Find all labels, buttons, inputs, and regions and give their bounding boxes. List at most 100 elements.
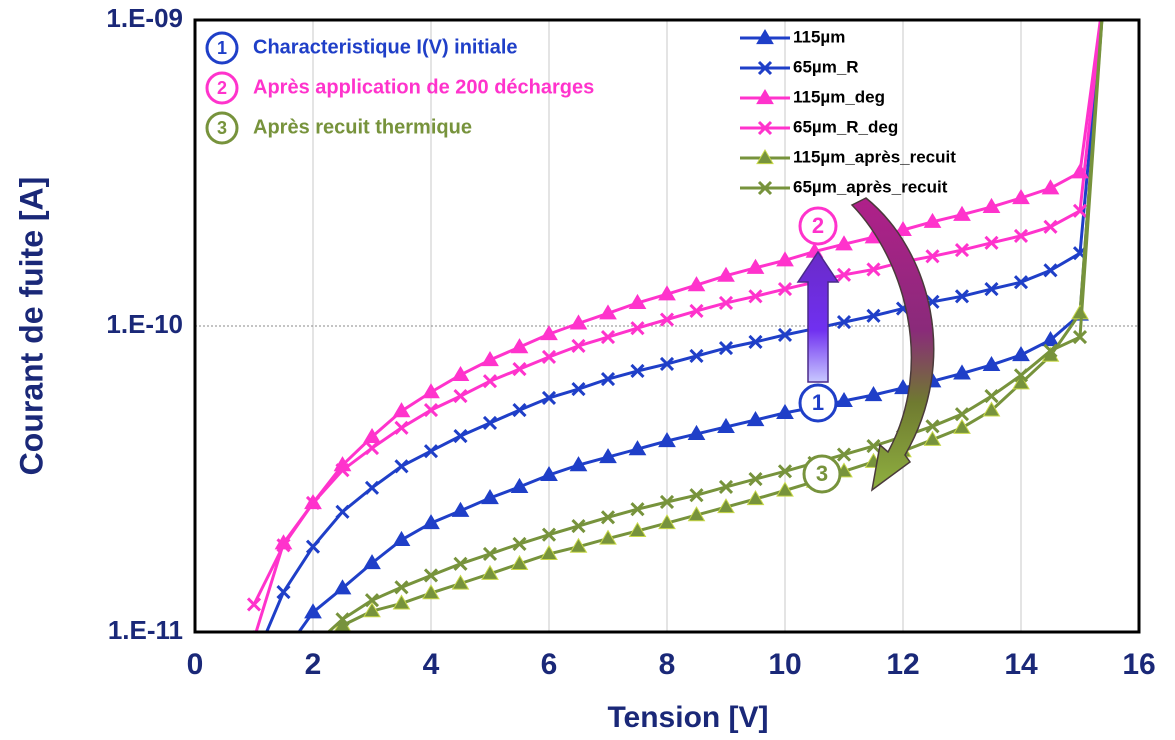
marker xyxy=(364,441,380,456)
legend-label: 65µm_R xyxy=(793,57,859,76)
marker xyxy=(599,448,617,464)
marker xyxy=(600,371,616,387)
marker xyxy=(335,504,350,519)
marker xyxy=(1072,330,1088,345)
annotation-number: 2 xyxy=(217,78,227,98)
marker xyxy=(687,424,706,441)
legend-label: 65µm_après_recuit xyxy=(793,177,948,196)
x-tick-label: 2 xyxy=(305,648,322,681)
marker xyxy=(276,646,292,660)
marker xyxy=(599,304,617,320)
marker xyxy=(248,656,260,668)
marker xyxy=(866,262,881,277)
marker xyxy=(717,266,735,282)
marker xyxy=(540,325,558,341)
marker xyxy=(423,444,439,459)
marker xyxy=(630,502,645,517)
series-line xyxy=(335,20,1104,632)
marker xyxy=(1096,0,1112,1)
annotation-circle xyxy=(798,206,838,246)
annotation-circle xyxy=(205,111,239,145)
marker xyxy=(1041,331,1060,347)
marker xyxy=(482,415,498,431)
marker xyxy=(482,374,498,389)
marker xyxy=(451,574,470,590)
marker xyxy=(894,220,912,237)
marker xyxy=(982,355,1001,372)
marker xyxy=(658,514,676,530)
x-tick-label: 14 xyxy=(1004,648,1038,681)
marker xyxy=(422,584,440,600)
marker xyxy=(1098,0,1110,2)
marker xyxy=(394,459,409,474)
x-tick-label: 16 xyxy=(1122,648,1155,681)
plot-frame xyxy=(193,18,1141,634)
marker xyxy=(717,417,735,434)
marker xyxy=(630,321,645,336)
legend-label: 115µm xyxy=(793,27,845,46)
x-tick-label: 4 xyxy=(423,648,440,681)
marker xyxy=(1012,374,1030,390)
marker xyxy=(923,212,942,228)
marker xyxy=(953,364,971,380)
marker xyxy=(776,251,794,267)
marker xyxy=(923,430,942,446)
marker xyxy=(756,89,774,105)
annotation-text: Après application de 200 décharges xyxy=(253,76,594,98)
marker xyxy=(571,382,586,397)
annotation-number: 2 xyxy=(812,213,824,238)
marker xyxy=(1096,0,1112,1)
x-tick-label: 8 xyxy=(659,648,676,681)
marker xyxy=(453,556,468,571)
marker xyxy=(510,338,529,354)
marker xyxy=(481,564,499,580)
marker xyxy=(836,267,852,282)
marker xyxy=(571,518,586,534)
marker xyxy=(451,365,470,382)
marker xyxy=(984,282,999,297)
marker xyxy=(689,303,704,318)
marker xyxy=(305,539,321,554)
marker xyxy=(451,501,470,517)
marker xyxy=(481,351,499,367)
marker xyxy=(453,389,468,404)
curved-arrow xyxy=(850,197,935,492)
x-tick-label: 10 xyxy=(768,648,801,681)
marker xyxy=(718,295,734,310)
marker xyxy=(984,235,999,250)
marker xyxy=(600,510,616,525)
marker xyxy=(541,390,557,405)
annotation-number: 3 xyxy=(217,118,227,138)
marker xyxy=(276,585,291,600)
marker xyxy=(982,197,1001,214)
x-tick-label: 12 xyxy=(886,648,919,681)
marker xyxy=(718,341,734,356)
marker xyxy=(658,285,676,301)
marker xyxy=(866,439,881,454)
marker xyxy=(1098,0,1110,2)
marker xyxy=(246,597,262,612)
marker xyxy=(836,447,852,462)
marker xyxy=(1013,228,1029,243)
marker xyxy=(422,383,440,399)
marker xyxy=(1098,0,1110,2)
marker xyxy=(777,327,793,342)
legend-label: 65µm_R_deg xyxy=(793,117,898,136)
annotation-text: Après recuit thermique xyxy=(253,116,472,138)
marker xyxy=(541,527,557,542)
marker xyxy=(925,419,940,434)
marker xyxy=(925,249,940,264)
marker xyxy=(364,480,380,495)
series-line xyxy=(326,20,1104,632)
annotation-number: 1 xyxy=(217,38,227,58)
legend-label: 115µm_après_recuit xyxy=(793,147,956,166)
marker xyxy=(481,489,499,505)
marker xyxy=(569,537,588,553)
marker xyxy=(246,692,262,706)
marker xyxy=(1041,179,1060,195)
marker xyxy=(717,498,735,514)
marker xyxy=(423,568,439,583)
marker xyxy=(757,120,773,136)
marker xyxy=(540,544,558,560)
x-tick-label: 6 xyxy=(541,648,558,681)
